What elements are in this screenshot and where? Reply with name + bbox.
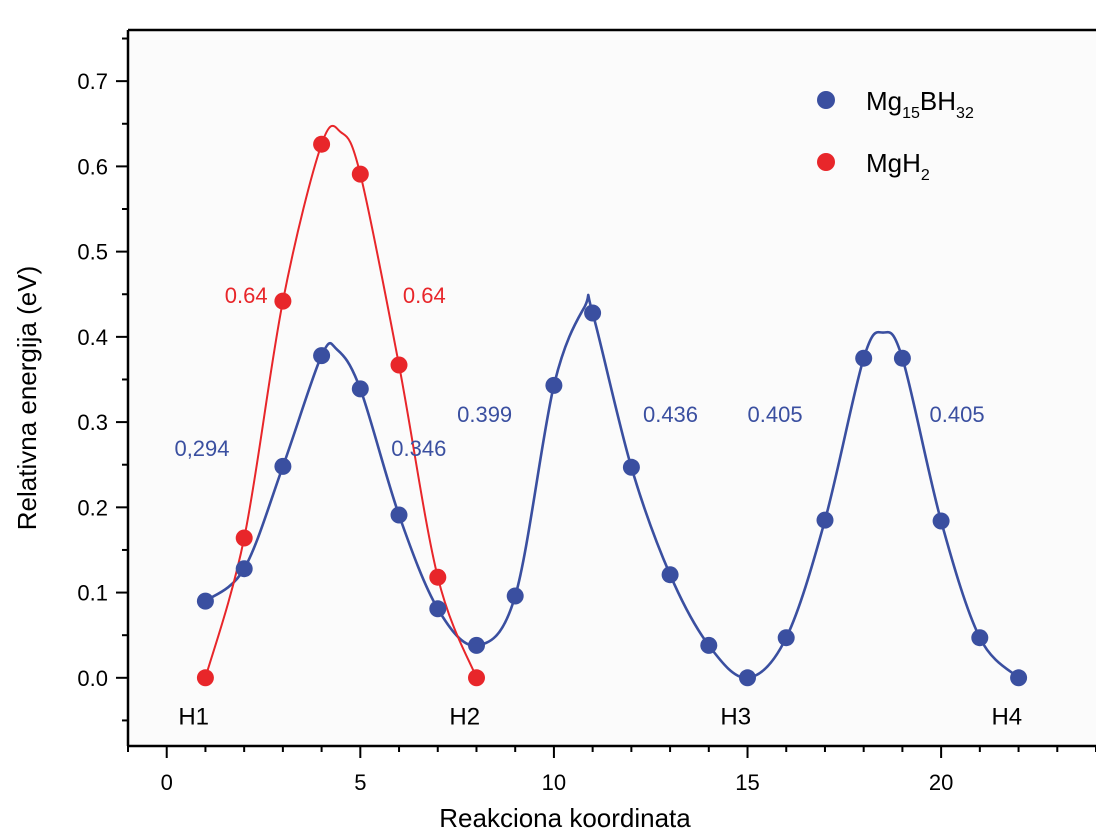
- data-point-mgh2: [235, 529, 253, 547]
- ticks-layer: 0 5 10 15 20 0.0 0.1 0.2 0.3 0.4 0.5 0.6 0.7: [77, 37, 1096, 795]
- data-point-mg15bh32: [584, 304, 602, 322]
- data-point-mg15bh32: [1010, 669, 1028, 687]
- data-point-mg15bh32: [739, 669, 756, 687]
- data-point-mg15bh32: [700, 636, 718, 654]
- data-point-mg15bh32: [390, 506, 408, 524]
- y-tick-label: 0.5: [77, 240, 108, 265]
- barrier-annotation: 0.399: [457, 402, 512, 427]
- state-label: H2: [449, 704, 480, 731]
- barrier-annotation: 0.405: [748, 402, 803, 427]
- data-point-mgh2: [351, 165, 369, 183]
- x-tick-label: 5: [354, 770, 366, 795]
- y-tick-label: 0.3: [77, 410, 108, 435]
- data-point-mg15bh32: [971, 629, 989, 647]
- barrier-annotation: 0.436: [643, 402, 698, 427]
- data-point-mg15bh32: [468, 636, 485, 654]
- barrier-annotation: 0,294: [174, 436, 229, 461]
- legend-label: Mg15BH32: [866, 86, 974, 122]
- data-point-mg15bh32: [545, 376, 563, 394]
- data-point-mg15bh32: [622, 458, 640, 476]
- data-point-mgh2: [313, 135, 331, 153]
- barrier-annotation: 0.64: [225, 283, 268, 308]
- x-tick-label: 0: [161, 770, 173, 795]
- data-point-mgh2: [468, 669, 485, 687]
- barrier-annotation: 0.64: [403, 283, 446, 308]
- data-point-mg15bh32: [351, 380, 369, 398]
- data-point-mg15bh32: [274, 457, 292, 475]
- state-label: H4: [991, 704, 1022, 731]
- legend-label: MgH2: [866, 148, 930, 184]
- x-tick-label: 15: [735, 770, 759, 795]
- data-point-mg15bh32: [313, 347, 331, 365]
- points-layer: [196, 135, 1028, 687]
- y-axis-title: Relativna energija (eV): [12, 266, 42, 530]
- data-point-mg15bh32: [855, 349, 873, 367]
- labels-layer: 0.64 0.64 0,294 0.346 0.399 0.436 0.405 0.405 H1…: [174, 283, 1022, 731]
- data-point-mg15bh32: [816, 511, 834, 529]
- data-point-mgh2: [274, 292, 292, 310]
- x-tick-label: 10: [542, 770, 566, 795]
- data-point-mgh2: [390, 356, 408, 374]
- y-tick-label: 0.6: [77, 154, 108, 179]
- axes-layer: [126, 28, 1096, 748]
- x-axis-title: Reakciona koordinata: [439, 803, 691, 833]
- data-point-mg15bh32: [235, 560, 253, 578]
- series-curve-mgh2: [204, 124, 478, 679]
- state-label: H1: [178, 704, 209, 731]
- data-point-mg15bh32: [661, 566, 679, 584]
- data-point-mg15bh32: [196, 592, 214, 610]
- data-point-mg15bh32: [506, 587, 524, 605]
- y-tick-label: 0.0: [77, 666, 108, 691]
- data-point-mg15bh32: [893, 349, 911, 367]
- state-label: H3: [720, 704, 751, 731]
- data-point-mg15bh32: [932, 512, 950, 530]
- data-point-mg15bh32: [429, 600, 447, 618]
- legend-marker: [817, 153, 835, 171]
- y-tick-label: 0.1: [77, 581, 108, 606]
- x-tick-label: 20: [929, 770, 953, 795]
- barrier-annotation: 0.405: [930, 402, 985, 427]
- y-tick-label: 0.7: [77, 69, 108, 94]
- barrier-annotation: 0.346: [391, 436, 446, 461]
- legend: Mg15BH32 MgH2: [817, 86, 974, 184]
- data-point-mg15bh32: [777, 629, 795, 647]
- data-point-mgh2: [196, 669, 214, 687]
- data-point-mgh2: [429, 568, 447, 586]
- legend-marker: [817, 91, 835, 109]
- y-tick-label: 0.2: [77, 495, 108, 520]
- y-tick-label: 0.4: [77, 325, 108, 350]
